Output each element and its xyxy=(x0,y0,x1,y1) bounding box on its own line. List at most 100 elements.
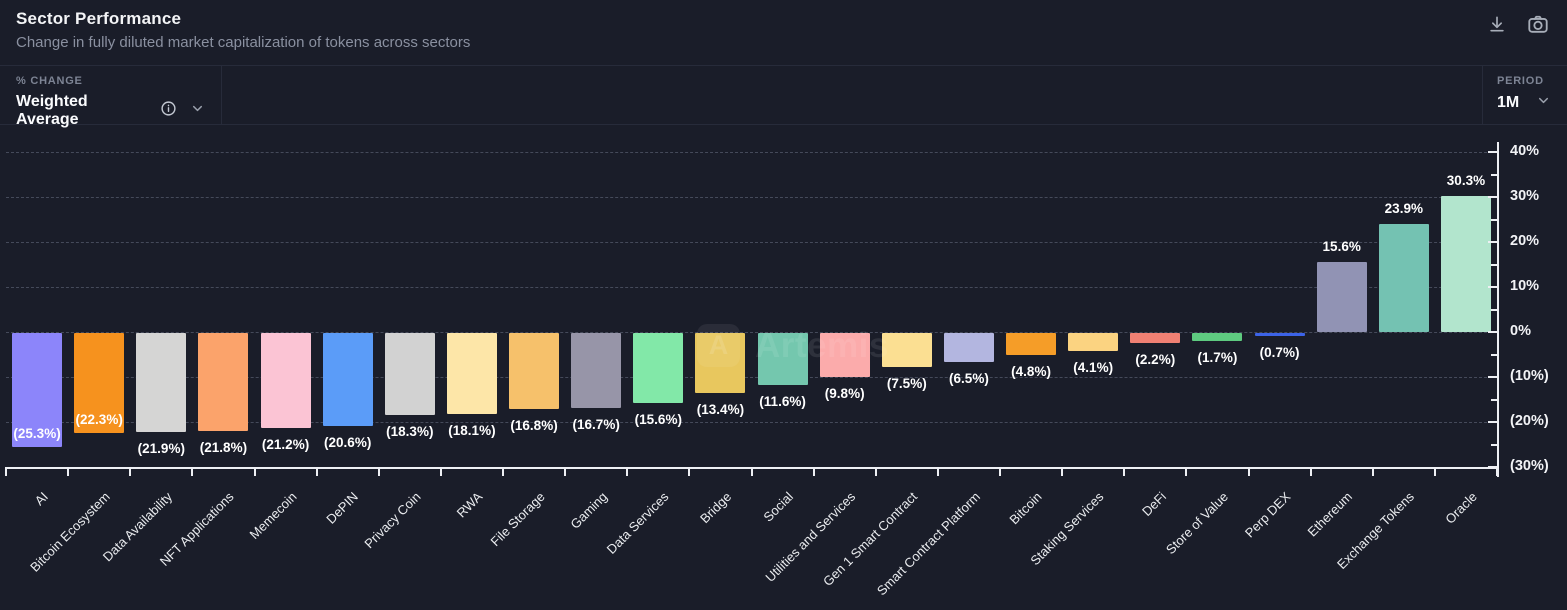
info-icon[interactable] xyxy=(160,100,177,122)
x-axis-tick xyxy=(439,467,442,476)
x-axis-label: Gaming xyxy=(566,489,610,532)
download-button[interactable] xyxy=(1487,13,1507,35)
bar-value-label: (20.6%) xyxy=(324,434,372,450)
period-label: PERIOD xyxy=(1497,75,1544,87)
bar-depin[interactable] xyxy=(322,333,373,426)
period-dropdown[interactable]: PERIOD 1M xyxy=(1482,66,1567,124)
y-axis-major-tick xyxy=(1488,376,1497,378)
y-axis-minor-tick xyxy=(1491,263,1497,266)
bar-value-label: (16.8%) xyxy=(510,417,558,433)
period-value: 1M xyxy=(1497,94,1520,111)
bar-nft-applications[interactable] xyxy=(198,333,249,432)
x-axis-label: Memecoin xyxy=(246,489,300,543)
bar-file-storage[interactable] xyxy=(509,333,560,409)
bar-privacy-coin[interactable] xyxy=(384,333,435,416)
page-subtitle: Change in fully diluted market capitaliz… xyxy=(16,34,471,51)
y-axis-minor-tick xyxy=(1491,398,1497,401)
y-axis-tick-label: (30%) xyxy=(1510,458,1549,474)
bar-smart-contract-platform[interactable] xyxy=(943,333,994,363)
bar-rwa[interactable] xyxy=(446,333,497,415)
bar-perp-dex[interactable] xyxy=(1254,333,1305,337)
bar-value-label: (11.6%) xyxy=(759,394,806,410)
x-axis-label: Perp DEX xyxy=(1241,489,1294,541)
x-axis-tick xyxy=(936,467,939,476)
y-axis-minor-tick xyxy=(1491,353,1497,356)
x-axis-tick xyxy=(5,467,7,476)
bar-value-label: (0.7%) xyxy=(1259,345,1300,361)
x-axis-label: DeFi xyxy=(1138,489,1169,520)
x-axis-label: Data Services xyxy=(604,489,672,557)
bar-ethereum[interactable] xyxy=(1316,261,1367,332)
bar-value-label: 30.3% xyxy=(1446,172,1486,188)
bar-value-label: (2.2%) xyxy=(1135,351,1176,367)
x-axis-label: AI xyxy=(31,489,51,509)
gridline xyxy=(6,152,1497,153)
bar-value-label: (25.3%) xyxy=(13,425,61,441)
x-axis-tick xyxy=(191,467,194,476)
bar-exchange-tokens[interactable] xyxy=(1378,224,1429,332)
metric-label: % CHANGE xyxy=(16,75,83,87)
x-axis-tick xyxy=(874,467,877,476)
y-axis-line xyxy=(1497,142,1499,477)
gridline xyxy=(6,242,1497,243)
bar-bridge[interactable] xyxy=(695,333,746,394)
y-axis-major-tick xyxy=(1488,241,1497,243)
download-icon xyxy=(1487,14,1507,34)
y-axis-tick-label: (20%) xyxy=(1510,413,1549,429)
bar-value-label: (22.3%) xyxy=(75,412,123,428)
bar-value-label: (13.4%) xyxy=(696,402,745,418)
bar-data-services[interactable] xyxy=(633,333,684,404)
y-axis-tick-label: 20% xyxy=(1510,233,1540,249)
gridline xyxy=(6,422,1497,423)
bar-gen-1-smart-contract[interactable] xyxy=(881,333,932,367)
x-axis-label: DePIN xyxy=(323,489,362,527)
bar-bitcoin[interactable] xyxy=(1006,333,1057,355)
x-axis-tick xyxy=(626,467,629,476)
bar-value-label: (21.8%) xyxy=(199,440,248,456)
x-axis-tick xyxy=(377,467,380,476)
y-axis-tick-label: (10%) xyxy=(1510,368,1549,384)
bar-memecoin[interactable] xyxy=(260,333,311,429)
bar-value-label: (21.2%) xyxy=(261,437,310,453)
chart-header: Sector Performance Change in fully dilut… xyxy=(0,0,1567,65)
bar-value-label: (6.5%) xyxy=(949,371,989,387)
x-axis-tick xyxy=(1309,467,1312,476)
screenshot-button[interactable] xyxy=(1527,13,1549,35)
x-axis-tick xyxy=(1123,467,1126,476)
header-titles: Sector Performance Change in fully dilut… xyxy=(16,9,470,51)
bar-oracle[interactable] xyxy=(1440,195,1491,332)
metric-value: Weighted Average xyxy=(16,93,88,128)
bar-value-label: (9.8%) xyxy=(824,386,865,402)
controls-bar: % CHANGE Weighted Average PERIOD 1M xyxy=(0,65,1567,128)
chevron-down-icon xyxy=(190,101,205,121)
x-axis-tick xyxy=(1371,467,1374,476)
gridline xyxy=(6,332,1497,333)
bar-social[interactable] xyxy=(757,333,808,386)
x-axis-tick xyxy=(812,467,815,476)
x-axis-label: Privacy Coin xyxy=(361,489,424,552)
y-axis-tick-label: 10% xyxy=(1510,278,1540,294)
x-axis-tick xyxy=(502,467,504,476)
bar-store-of-value[interactable] xyxy=(1192,333,1243,341)
y-axis-minor-tick xyxy=(1491,218,1497,221)
bar-ai[interactable] xyxy=(12,333,63,447)
bar-data-availability[interactable] xyxy=(136,333,187,432)
x-axis-label: Store of Value xyxy=(1162,489,1232,558)
bar-bitcoin-ecosystem[interactable] xyxy=(74,333,125,434)
y-axis-major-tick xyxy=(1488,196,1497,198)
bar-gaming[interactable] xyxy=(571,333,622,409)
x-axis-label: Ethereum xyxy=(1304,489,1356,540)
x-axis-label: Bitcoin xyxy=(1006,489,1045,528)
bar-value-label: (15.6%) xyxy=(634,412,682,428)
x-axis-tick xyxy=(1247,467,1250,476)
y-axis-major-tick xyxy=(1488,151,1497,153)
metric-dropdown[interactable]: % CHANGE Weighted Average xyxy=(0,66,222,128)
chevron-down-icon xyxy=(1536,93,1551,113)
bar-value-label: 15.6% xyxy=(1322,238,1361,254)
camera-icon xyxy=(1527,13,1549,35)
x-axis-label: Social xyxy=(760,489,797,525)
x-axis-label: File Storage xyxy=(487,489,548,550)
bar-defi[interactable] xyxy=(1130,333,1181,343)
bar-utilities-and-services[interactable] xyxy=(819,333,870,378)
bar-staking-services[interactable] xyxy=(1068,333,1119,352)
